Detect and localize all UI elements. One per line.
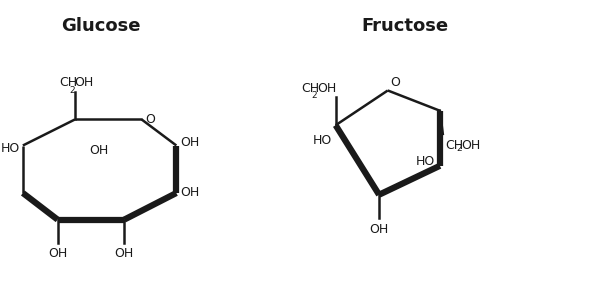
Text: Glucose: Glucose xyxy=(61,17,141,35)
Text: O: O xyxy=(146,113,155,126)
Text: OH: OH xyxy=(75,76,94,89)
Text: 2: 2 xyxy=(312,91,317,100)
Text: OH: OH xyxy=(181,187,200,200)
Text: O: O xyxy=(391,76,400,89)
Text: OH: OH xyxy=(90,144,109,157)
Text: OH: OH xyxy=(462,139,481,152)
Text: 2: 2 xyxy=(456,144,462,153)
Text: CH: CH xyxy=(445,139,464,152)
Text: OH: OH xyxy=(48,247,67,260)
Text: 2: 2 xyxy=(69,86,75,95)
Text: HO: HO xyxy=(1,142,20,155)
Text: OH: OH xyxy=(370,223,389,235)
Text: CH: CH xyxy=(301,82,319,95)
Text: HO: HO xyxy=(312,134,332,147)
Text: OH: OH xyxy=(317,82,336,95)
Text: CH: CH xyxy=(59,76,77,89)
Text: OH: OH xyxy=(114,247,134,260)
Text: Fructose: Fructose xyxy=(362,17,448,35)
Text: OH: OH xyxy=(181,136,200,149)
Text: HO: HO xyxy=(416,155,435,168)
